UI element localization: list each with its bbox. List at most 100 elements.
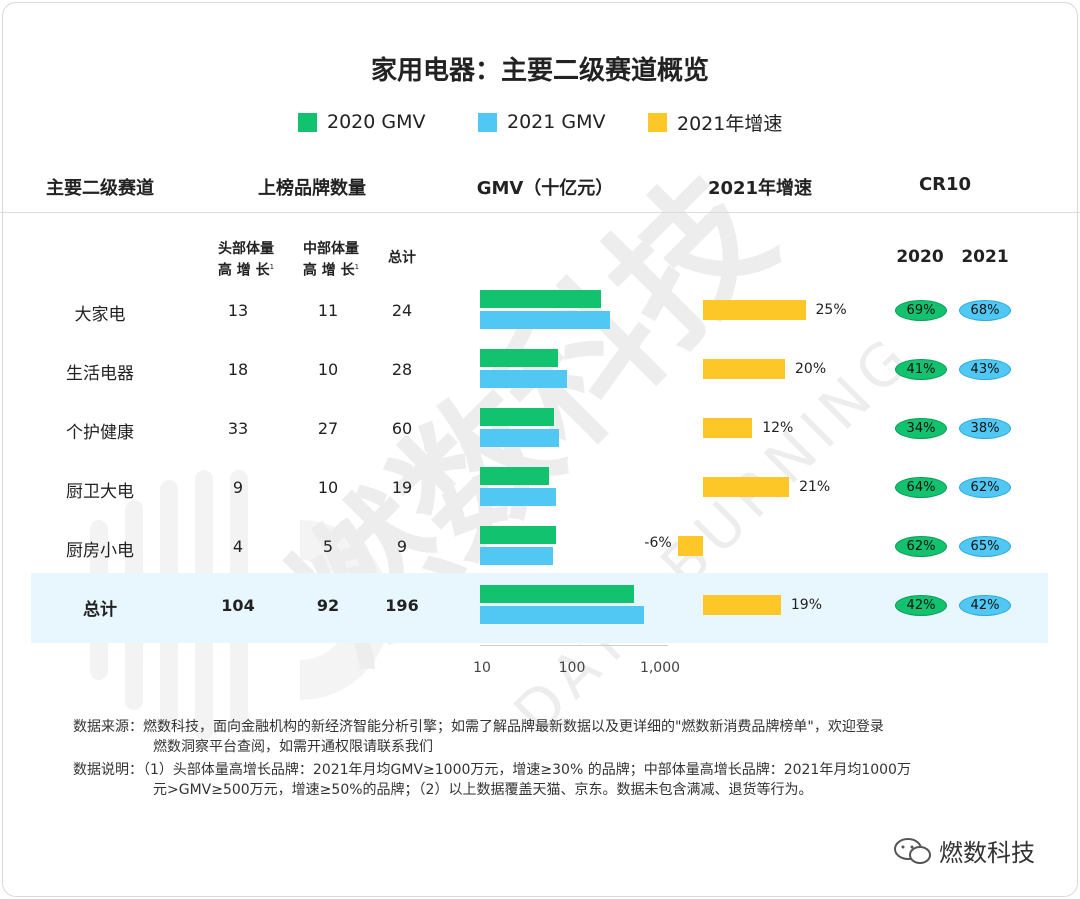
source-line1: 燃数科技，面向金融机构的新经济智能分析引擎；如需了解品牌最新数据以及更详细的"燃…	[143, 719, 884, 735]
footer-note: 数据说明：（1）头部体量高增长品牌：2021年月均GMV≥1000万元，增速≥3…	[73, 760, 911, 800]
header-cr10: CR10	[918, 174, 972, 195]
header-gmv: GMV（十亿元）	[476, 178, 614, 199]
header-segment: 主要二级赛道	[46, 178, 154, 199]
cr10-2021-pill: 42%	[959, 595, 1011, 616]
header-brand-count: 上榜品牌数量	[258, 178, 366, 199]
x-tick: 1,000	[639, 660, 681, 676]
gmv-2021-bar	[480, 311, 610, 329]
legend-swatch-green	[298, 112, 317, 132]
row-total-count: 9	[396, 537, 408, 556]
row-total-count: 24	[391, 301, 413, 320]
cr10-2021-pill: 43%	[959, 359, 1011, 380]
legend-item-growth: 2021年增速	[648, 111, 783, 135]
legend-label: 2021 GMV	[507, 111, 606, 133]
footnote-mark: 1	[354, 263, 360, 271]
row-head-count: 4	[232, 537, 244, 556]
row-mid-count: 27	[317, 419, 339, 438]
row-mid-count: 10	[317, 478, 339, 497]
gmv-2020-bar	[480, 585, 634, 603]
row-category: 厨卫大电	[66, 482, 134, 502]
brand-logo: 燃数科技	[893, 833, 1035, 868]
row-category: 大家电	[74, 305, 126, 325]
growth-bar	[703, 595, 781, 615]
cr10-2020-pill: 42%	[895, 595, 947, 616]
gmv-2020-bar	[480, 290, 602, 308]
cr10-2021-pill: 68%	[959, 300, 1011, 321]
row-category: 生活电器	[66, 364, 134, 384]
gmv-2021-bar	[480, 429, 560, 447]
gmv-2020-bar	[480, 349, 559, 367]
cr10-2020-pill: 34%	[895, 418, 947, 439]
row-total-count: 196	[385, 596, 419, 615]
cr10-2020-pill: 62%	[895, 536, 947, 557]
row-total-count: 19	[391, 478, 413, 497]
growth-label: 21%	[799, 479, 831, 495]
cr10-2021-pill: 65%	[959, 536, 1011, 557]
legend-item-2021: 2021 GMV	[478, 111, 606, 133]
row-category: 厨房小电	[66, 541, 134, 561]
row-category: 总计	[83, 600, 117, 620]
row-category: 个护健康	[66, 423, 134, 443]
row-mid-count: 10	[317, 360, 339, 379]
row-head-count: 18	[227, 360, 249, 379]
row-head-count: 104	[221, 596, 255, 615]
row-head-count: 13	[227, 301, 249, 320]
legend-swatch-blue	[478, 112, 497, 132]
row-head-count: 9	[232, 478, 244, 497]
note-line2: 元>GMV≥500万元，增速≥50%的品牌；（2）以上数据覆盖天猫、京东。数据未…	[153, 782, 813, 798]
growth-bar	[703, 359, 785, 379]
gmv-2020-bar	[480, 467, 549, 485]
subheader-mid-line1: 中部体量	[303, 241, 359, 257]
source-label: 数据来源：	[73, 719, 143, 735]
legend-swatch-yellow	[648, 112, 667, 132]
gmv-2021-bar	[480, 547, 554, 565]
subheader-total: 总计	[388, 250, 416, 266]
subheader-head-line2: 高 增 长	[217, 262, 270, 279]
subheader-mid: 中部体量 高 增 长1	[291, 240, 371, 280]
gmv-axis-line	[480, 645, 668, 646]
subheader-mid-line2: 高 增 长	[302, 262, 355, 279]
gmv-2021-bar	[480, 488, 557, 506]
legend-label: 2020 GMV	[327, 111, 426, 133]
source-line2: 燃数洞察平台查阅，如需开通权限请联系我们	[153, 739, 433, 755]
growth-bar	[703, 300, 806, 320]
header-divider	[0, 212, 1080, 213]
row-mid-count: 5	[322, 537, 334, 556]
cr10-2021-pill: 38%	[959, 418, 1011, 439]
subheader-head: 头部体量 高 增 长1	[206, 240, 286, 280]
cr10-2020-pill: 69%	[895, 300, 947, 321]
header-growth: 2021年增速	[707, 178, 813, 199]
note-label: 数据说明：	[73, 762, 143, 778]
row-head-count: 33	[227, 419, 249, 438]
subheader-head-line1: 头部体量	[218, 241, 274, 257]
cr10-2021-pill: 62%	[959, 477, 1011, 498]
row-total-count: 28	[391, 360, 413, 379]
gmv-2020-bar	[480, 526, 556, 544]
legend-item-2020: 2020 GMV	[298, 111, 426, 133]
legend-label: 2021年增速	[677, 112, 783, 135]
page-title: 家用电器：主要二级赛道概览	[370, 56, 709, 86]
growth-bar	[678, 536, 703, 556]
footnote-mark: 1	[269, 263, 275, 271]
subheader-cr10-2021: 2021	[961, 247, 1009, 267]
row-mid-count: 92	[316, 596, 340, 615]
growth-label: 19%	[790, 597, 823, 613]
wechat-icon	[894, 837, 931, 864]
growth-label: -6%	[644, 535, 672, 551]
row-mid-count: 11	[317, 301, 339, 320]
x-tick: 100	[558, 660, 586, 676]
note-line1: （1）头部体量高增长品牌：2021年月均GMV≥1000万元，增速≥30% 的品…	[143, 762, 911, 778]
x-tick: 10	[473, 660, 491, 676]
row-total-count: 60	[391, 419, 413, 438]
growth-label: 20%	[795, 361, 827, 377]
gmv-2020-bar	[480, 408, 555, 426]
cr10-2020-pill: 64%	[895, 477, 947, 498]
footer-source: 数据来源：燃数科技，面向金融机构的新经济智能分析引擎；如需了解品牌最新数据以及更…	[73, 717, 884, 757]
growth-label: 12%	[762, 420, 794, 436]
growth-bar	[703, 477, 790, 497]
brand-name: 燃数科技	[939, 839, 1035, 867]
growth-label: 25%	[815, 302, 847, 318]
gmv-2021-bar	[480, 370, 568, 388]
gmv-2021-bar	[480, 606, 645, 624]
